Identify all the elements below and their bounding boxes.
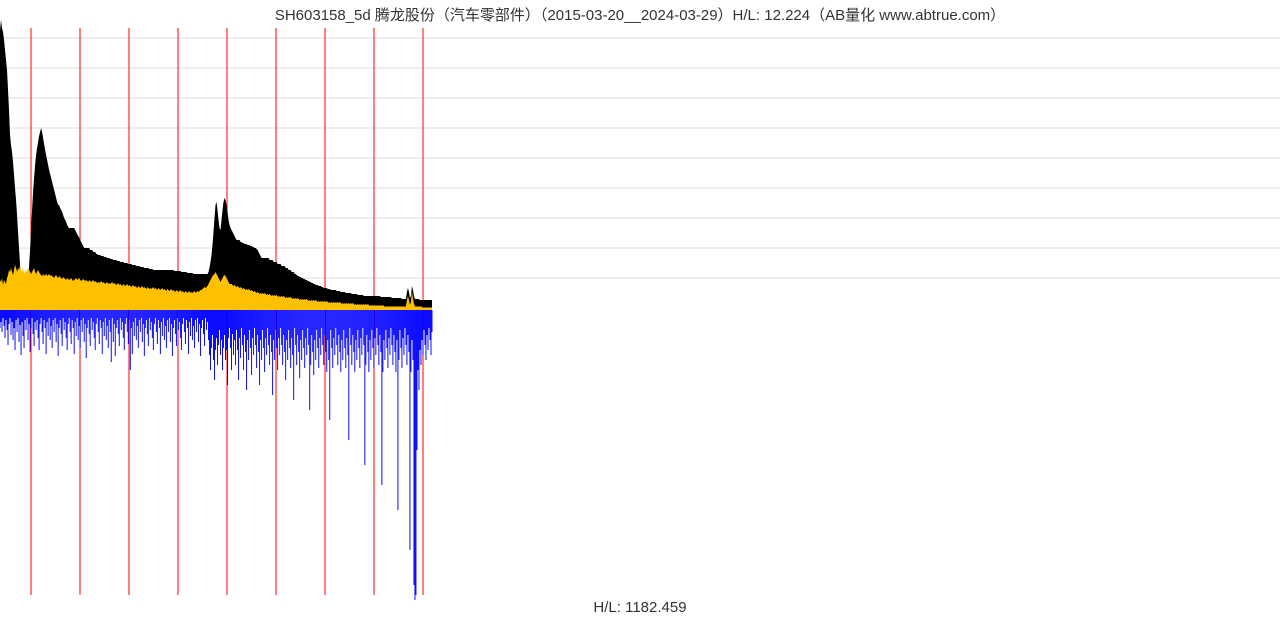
chart-title: SH603158_5d 腾龙股份（汽车零部件）（2015-03-20__2024… <box>0 4 1280 25</box>
price-area-black <box>0 20 432 310</box>
volume-bars-blue <box>0 310 432 600</box>
chart-footer: H/L: 1182.459 <box>0 599 1280 616</box>
horizontal-gridlines <box>0 38 1280 278</box>
stock-chart <box>0 0 1280 620</box>
